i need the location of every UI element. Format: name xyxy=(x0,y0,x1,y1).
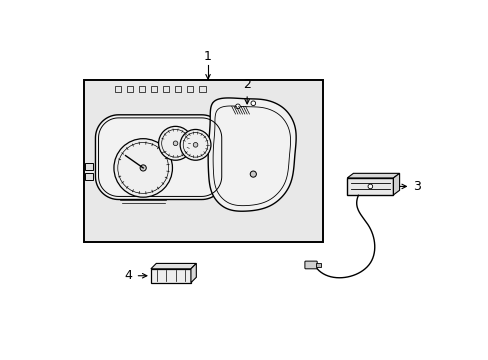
Bar xyxy=(151,269,190,283)
Text: 4: 4 xyxy=(124,269,132,282)
Bar xyxy=(175,86,181,92)
Bar xyxy=(85,172,93,180)
Text: 2: 2 xyxy=(243,78,250,91)
Bar xyxy=(346,178,393,195)
Polygon shape xyxy=(208,98,296,211)
Text: 1: 1 xyxy=(203,50,211,63)
Bar xyxy=(187,86,193,92)
Circle shape xyxy=(235,104,240,109)
Text: 3: 3 xyxy=(413,180,421,193)
Polygon shape xyxy=(393,173,399,195)
Bar xyxy=(126,86,133,92)
Circle shape xyxy=(140,165,146,171)
Circle shape xyxy=(173,141,178,145)
Circle shape xyxy=(250,171,256,177)
Bar xyxy=(139,86,145,92)
Bar xyxy=(85,163,93,170)
Bar xyxy=(84,80,322,242)
Circle shape xyxy=(250,101,255,105)
Circle shape xyxy=(193,143,198,147)
Polygon shape xyxy=(346,173,399,178)
Bar xyxy=(151,86,157,92)
Circle shape xyxy=(367,184,372,189)
Bar xyxy=(115,86,121,92)
Bar xyxy=(163,86,169,92)
FancyBboxPatch shape xyxy=(305,261,317,269)
Circle shape xyxy=(180,130,210,160)
Polygon shape xyxy=(190,264,196,283)
FancyBboxPatch shape xyxy=(316,264,321,267)
Polygon shape xyxy=(151,264,196,269)
Polygon shape xyxy=(95,115,224,199)
Circle shape xyxy=(158,126,192,160)
Circle shape xyxy=(114,139,172,197)
Bar xyxy=(199,86,205,92)
